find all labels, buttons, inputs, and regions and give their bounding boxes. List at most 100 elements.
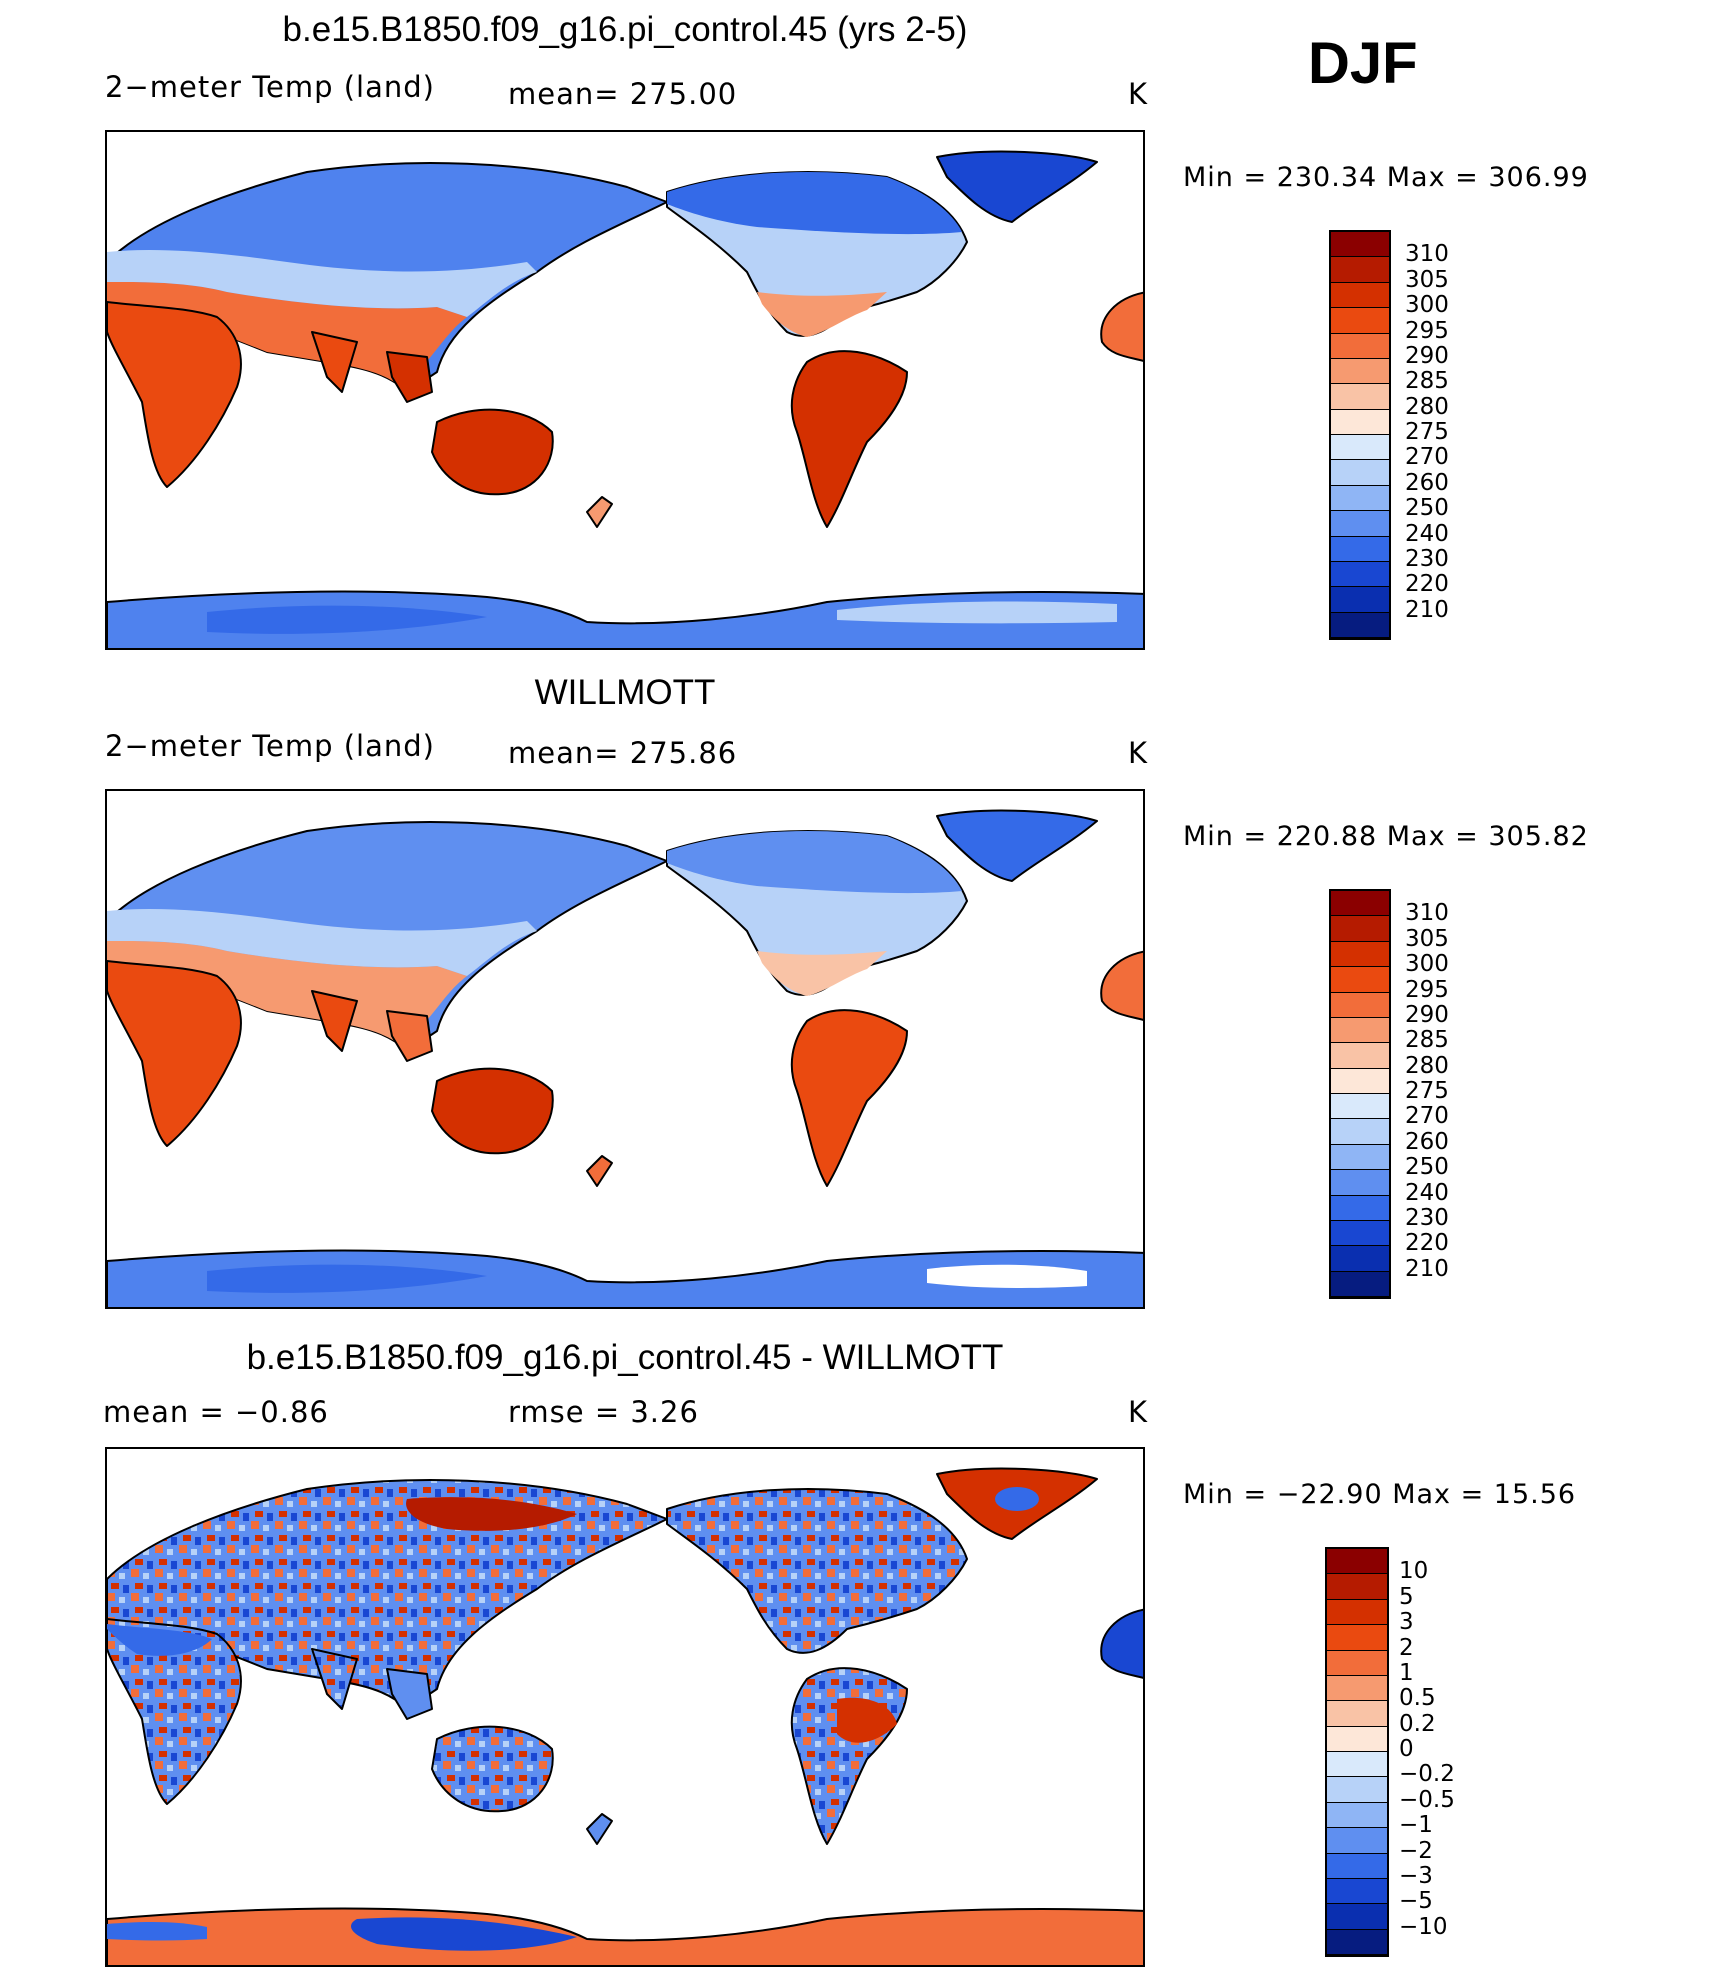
new-zealand [586,1813,613,1845]
panel-1-variable-label: 2−meter Temp (land) [105,70,435,104]
antarctica-interior [207,605,487,634]
colorbar-swatch [1327,1752,1387,1778]
colorbar-swatch [1331,587,1389,613]
north-america-north-cold [667,831,962,894]
colorbar-swatch [1327,1904,1387,1930]
colorbar-swatch [1327,1675,1387,1702]
west-africa-edge [1100,950,1143,1021]
colorbar-swatch [1327,1726,1387,1752]
colorbar-swatch [1331,333,1389,359]
panel-2-units: K [1128,736,1149,770]
colorbar-tick-label: 260 [1405,1128,1449,1155]
colorbar-tick-label: 1 [1399,1659,1414,1686]
southeast-asia [386,351,433,403]
colorbar-swatch [1331,308,1389,334]
mid-latitude-band [107,909,537,976]
panel-1-mean-label: mean= 275.00 [508,77,738,111]
panel-2-variable-label: 2−meter Temp (land) [105,729,435,763]
colorbar-tick-label: 220 [1405,571,1449,598]
panel-2-mean-label: mean= 275.86 [508,736,738,770]
colorbar-tick-label: 210 [1405,596,1449,623]
panel-2-minmax: Min = 220.88 Max = 305.82 [1183,821,1589,852]
panel-1-colorbar [1329,230,1391,640]
colorbar-tick-label: 310 [1405,241,1449,268]
colorbar-tick-label: 270 [1405,444,1449,471]
colorbar-swatch [1331,967,1389,993]
australia [431,1067,554,1155]
colorbar-tick-label: 230 [1405,1204,1449,1231]
colorbar-tick-label: 275 [1405,419,1449,445]
colorbar-swatch [1327,1878,1387,1905]
colorbar-tick-label: 300 [1405,951,1449,978]
colorbar-swatch [1327,1853,1387,1879]
colorbar-tick-label: 280 [1405,1052,1449,1079]
colorbar-tick-label: 0 [1399,1736,1414,1762]
colorbar-tick-label: −10 [1399,1913,1448,1940]
eurasia-south-warm [107,941,467,1051]
eurasia-south-warm [107,282,467,392]
australia [431,408,554,496]
colorbar-swatch [1331,1271,1389,1297]
colorbar-swatch [1327,1574,1387,1600]
colorbar-tick-label: 220 [1405,1230,1449,1257]
colorbar-swatch [1327,1625,1387,1651]
antarctica-peninsula [927,1264,1087,1288]
colorbar-tick-label: 285 [1405,368,1449,395]
colorbar-tick-label: −0.2 [1399,1761,1455,1788]
south-america [790,1009,908,1187]
colorbar-swatch [1331,409,1389,435]
colorbar-swatch [1331,561,1389,588]
colorbar-tick-label: 0.5 [1399,1685,1436,1712]
colorbar-tick-label: 260 [1405,469,1449,496]
panel-3-map [105,1447,1145,1967]
colorbar-tick-label: 310 [1405,900,1449,927]
season-label: DJF [1308,31,1418,96]
colorbar-tick-label: 210 [1405,1255,1449,1282]
colorbar-swatch [1331,1170,1389,1196]
new-zealand [586,1155,613,1187]
colorbar-swatch [1331,1246,1389,1272]
colorbar-tick-label: 3 [1399,1609,1414,1636]
new-zealand [586,496,613,528]
colorbar-swatch [1327,1828,1387,1854]
colorbar-tick-label: −0.5 [1399,1786,1455,1813]
colorbar-swatch [1331,460,1389,486]
south-america [790,350,908,528]
colorbar-tick-label: 250 [1405,1154,1449,1181]
panel-1-minmax: Min = 230.34 Max = 306.99 [1183,162,1589,193]
panel-2-title: WILLMOTT [534,673,716,712]
colorbar-tick-label: 305 [1405,925,1449,952]
north-america-north-cold [667,172,962,235]
india-peninsula [311,1648,358,1710]
colorbar-swatch [1331,1195,1389,1221]
panel-3-mean-label: mean = −0.86 [103,1395,329,1429]
colorbar-tick-label: 240 [1405,520,1449,547]
africa-landmass [107,960,242,1147]
colorbar-tick-label: −2 [1399,1837,1433,1864]
colorbar-tick-label: 250 [1405,495,1449,522]
southeast-asia [386,1010,433,1062]
colorbar-swatch [1327,1802,1387,1829]
colorbar-swatch [1327,1549,1387,1575]
colorbar-tick-label: 2 [1399,1634,1414,1661]
antarctica-cold-bias [351,1917,577,1951]
colorbar-tick-label: 280 [1405,393,1449,420]
colorbar-tick-label: 230 [1405,545,1449,572]
colorbar-swatch [1331,511,1389,537]
colorbar-swatch [1331,257,1389,283]
india-peninsula [311,990,358,1052]
colorbar-tick-label: −3 [1399,1862,1433,1889]
colorbar-swatch [1331,1017,1389,1044]
colorbar-swatch [1327,1599,1387,1626]
panel-1-map [105,130,1145,650]
colorbar-tick-label: 305 [1405,266,1449,293]
colorbar-swatch [1331,485,1389,512]
antarctica [107,1907,1143,1965]
colorbar-tick-label: 270 [1405,1103,1449,1130]
colorbar-tick-label: 275 [1405,1078,1449,1104]
colorbar-swatch [1331,992,1389,1018]
greenland [936,150,1098,223]
colorbar-tick-label: 290 [1405,342,1449,369]
south-america [790,1667,908,1845]
colorbar-swatch [1327,1777,1387,1803]
